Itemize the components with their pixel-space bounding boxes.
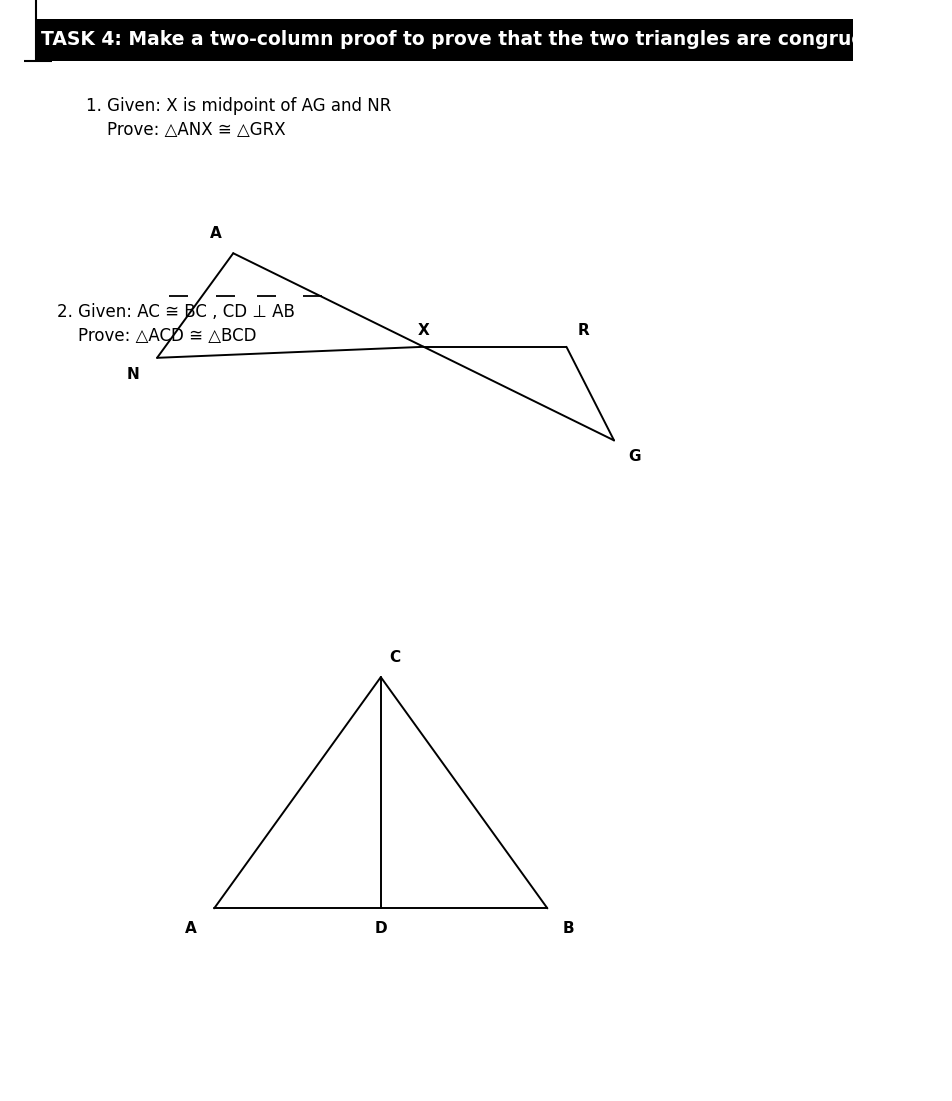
Text: C: C: [389, 650, 401, 665]
Text: X: X: [418, 323, 429, 338]
Text: TASK 4: Make a two-column proof to prove that the two triangles are congruent.: TASK 4: Make a two-column proof to prove…: [41, 30, 893, 50]
Text: A: A: [185, 920, 196, 936]
Text: 2. Given: AC ≅ BC , CD ⊥ AB: 2. Given: AC ≅ BC , CD ⊥ AB: [57, 303, 295, 320]
Text: 1. Given: X is midpoint of AG and NR: 1. Given: X is midpoint of AG and NR: [86, 97, 391, 115]
Text: D: D: [374, 920, 387, 936]
Text: Prove: △ANX ≅ △GRX: Prove: △ANX ≅ △GRX: [86, 121, 286, 139]
Text: B: B: [563, 920, 574, 936]
Text: R: R: [578, 323, 589, 338]
Text: N: N: [127, 367, 140, 382]
Text: Prove: △ACD ≅ △BCD: Prove: △ACD ≅ △BCD: [57, 327, 257, 345]
Text: G: G: [628, 449, 642, 465]
Text: A: A: [210, 226, 222, 241]
